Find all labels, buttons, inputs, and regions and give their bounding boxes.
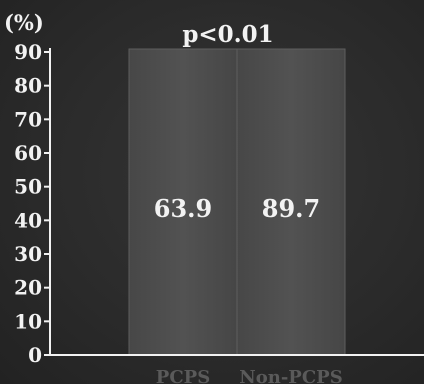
category-label-pcps: PCPS: [156, 367, 210, 384]
value-label-non-pcps: 89.7: [262, 194, 320, 223]
bar-non-pcps: [236, 48, 346, 356]
bar-pcps: [128, 48, 238, 356]
y-tick-label-70: 70: [14, 107, 42, 131]
y-tick-label-90: 90: [14, 40, 42, 64]
y-tick-label-30: 30: [14, 242, 42, 266]
y-axis-label: (%): [4, 10, 44, 35]
y-tick-label-10: 10: [14, 309, 42, 333]
significance-annotation: p<0.01: [182, 21, 273, 48]
bars-group: 63.9 89.7: [128, 48, 346, 356]
y-axis: 0 10 20 30 40 50 60 70 80 90: [14, 40, 51, 367]
x-axis: PCPS Non-PCPS: [50, 354, 424, 384]
value-label-pcps: 63.9: [154, 194, 212, 223]
y-tick-label-60: 60: [14, 141, 42, 165]
y-tick-label-0: 0: [28, 343, 42, 367]
y-tick-label-80: 80: [14, 74, 42, 98]
category-label-non-pcps: Non-PCPS: [239, 367, 342, 384]
y-tick-label-20: 20: [14, 276, 42, 300]
y-tick-label-40: 40: [14, 208, 42, 232]
y-tick-label-50: 50: [14, 175, 42, 199]
